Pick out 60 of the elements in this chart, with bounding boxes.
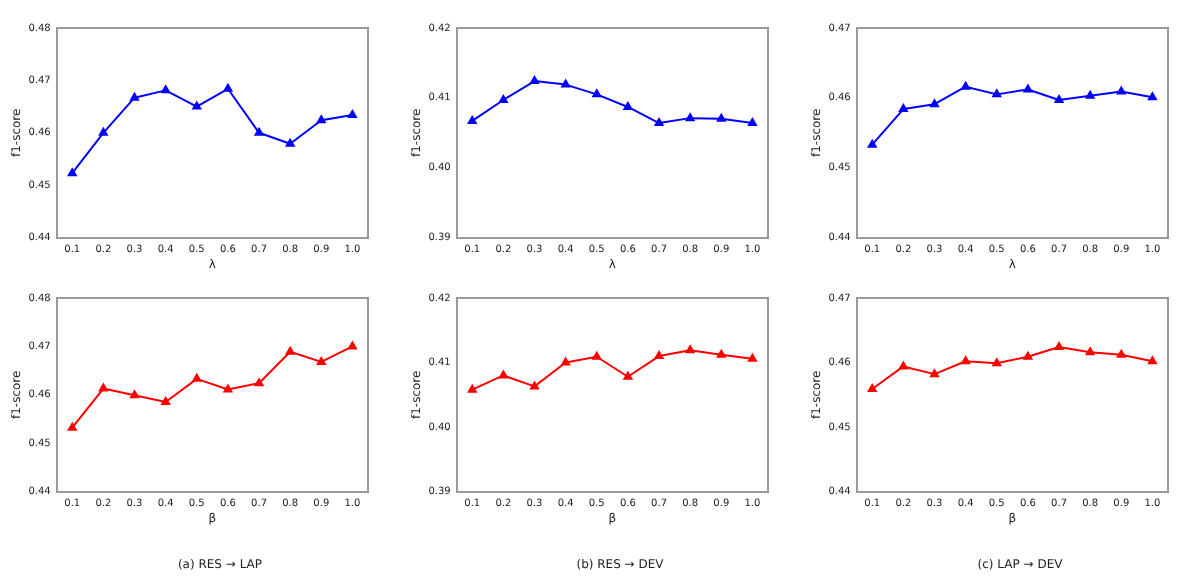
point	[1116, 349, 1126, 358]
point	[867, 139, 877, 148]
point	[623, 371, 633, 380]
point	[561, 79, 571, 88]
point	[467, 115, 477, 124]
point	[930, 369, 939, 378]
point	[961, 81, 971, 90]
point	[747, 353, 757, 362]
point	[254, 378, 264, 387]
point	[1085, 90, 1095, 99]
point	[592, 351, 602, 360]
point	[685, 113, 695, 122]
point	[561, 357, 571, 366]
point	[623, 101, 633, 110]
point	[98, 127, 108, 136]
point	[898, 104, 908, 113]
point	[867, 383, 877, 392]
point	[192, 101, 202, 110]
point	[1054, 94, 1064, 103]
point	[654, 351, 664, 360]
point	[530, 76, 539, 85]
point	[223, 384, 233, 393]
point	[992, 89, 1002, 98]
point	[1147, 92, 1157, 101]
point	[285, 346, 295, 355]
point	[161, 397, 171, 406]
point	[223, 83, 233, 92]
point	[716, 113, 726, 122]
point	[1116, 86, 1126, 95]
point	[130, 92, 139, 101]
point	[685, 345, 695, 354]
point	[1054, 342, 1064, 351]
point	[316, 115, 326, 124]
point	[1085, 347, 1095, 356]
point	[592, 89, 602, 98]
point	[161, 85, 171, 94]
point	[498, 370, 508, 379]
point	[98, 383, 108, 392]
point	[898, 361, 908, 370]
point	[530, 381, 539, 390]
point	[1147, 356, 1157, 365]
point	[1023, 351, 1033, 360]
point	[347, 341, 357, 350]
point	[498, 94, 508, 103]
point	[930, 99, 939, 108]
point	[961, 356, 971, 365]
point	[716, 349, 726, 358]
point	[654, 118, 664, 127]
point	[467, 384, 477, 393]
point	[992, 358, 1002, 367]
point	[747, 118, 757, 127]
point	[1023, 84, 1033, 93]
point	[254, 127, 264, 136]
point	[347, 109, 357, 118]
point	[285, 138, 295, 147]
point	[192, 373, 202, 382]
point	[67, 168, 77, 177]
point	[130, 390, 139, 399]
point	[316, 356, 326, 365]
point	[67, 422, 77, 431]
